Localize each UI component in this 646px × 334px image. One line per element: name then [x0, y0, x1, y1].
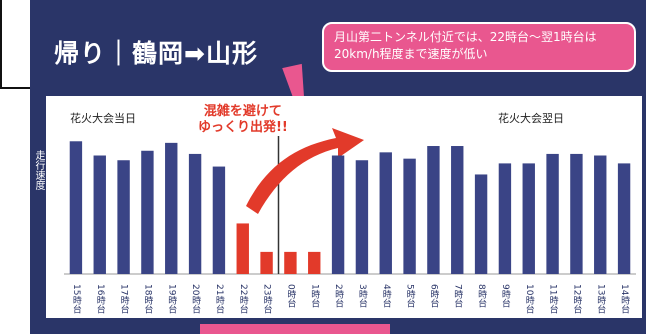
- callout-text: 月山第二トンネル付近では、22時台〜翌1時台は20km/h程度まで速度が低い: [334, 30, 597, 61]
- x-tick-label: 7時台: [452, 284, 463, 309]
- x-tick-label: 4時台: [381, 284, 392, 309]
- bar: [451, 146, 464, 274]
- red-annotation: 混雑を避けて ゆっくり出発!!: [198, 104, 288, 136]
- x-tick-label: 2時台: [333, 284, 344, 309]
- page-border-horizontal: [0, 87, 30, 89]
- x-tick-label: 22時台: [238, 284, 249, 314]
- bar: [69, 141, 83, 274]
- x-tick-label: 13時台: [595, 284, 606, 314]
- bar: [212, 166, 226, 274]
- red-annotation-line: 混雑を避けて: [203, 104, 282, 119]
- bar: [594, 155, 607, 274]
- bar: [498, 163, 512, 274]
- bar: [284, 251, 297, 274]
- x-tick-label: 9時台: [500, 284, 511, 309]
- bar: [236, 223, 249, 274]
- bar: [308, 251, 321, 274]
- bar: [379, 152, 392, 274]
- x-tick-label: 20時台: [190, 284, 201, 314]
- bar-chart: 15時台 16時台 17時台 18時台 19時台 20時台 21時台 22時台 23時台 0時台 1…: [64, 128, 636, 314]
- x-tick-label: 23時台: [262, 284, 273, 314]
- bar: [617, 163, 631, 274]
- x-tick-label: 18時台: [142, 284, 153, 314]
- bar: [427, 146, 440, 274]
- red-annotation-line: ゆっくり出発!!: [198, 120, 288, 135]
- bottom-red-strip: [200, 324, 390, 334]
- x-tick-label: 10時台: [524, 284, 535, 314]
- page-border-vertical: [0, 0, 2, 89]
- red-arrow: [246, 128, 364, 214]
- x-tick-label: 11時台: [548, 284, 559, 314]
- x-tick-label: 12時台: [571, 284, 582, 314]
- chart-title: 帰り｜鶴岡➡山形: [54, 39, 258, 68]
- x-tick-label: 3時台: [357, 284, 368, 309]
- x-tick-label: 15時台: [71, 284, 82, 314]
- x-tick-label: 1時台: [309, 284, 320, 309]
- x-tick-label: 0時台: [285, 284, 296, 309]
- bar: [403, 158, 416, 274]
- bar: [93, 155, 106, 274]
- chart-area: 15時台 16時台 17時台 18時台 19時台 20時台 21時台 22時台 23時台 0時台 1…: [46, 96, 642, 318]
- x-tick-label: 19時台: [166, 284, 177, 314]
- bar: [188, 153, 202, 274]
- bar: [355, 160, 369, 274]
- bar: [474, 174, 488, 274]
- bar: [331, 155, 345, 274]
- callout-box: 月山第二トンネル付近では、22時台〜翌1時台は20km/h程度まで速度が低い: [322, 22, 636, 72]
- y-axis-label: 走行速度: [33, 150, 44, 190]
- bar: [522, 163, 535, 274]
- bar: [165, 142, 178, 274]
- bar: [570, 153, 583, 274]
- x-tick-label: 14時台: [619, 284, 630, 314]
- x-tick-label: 21時台: [214, 284, 225, 314]
- label-day-of: 花火大会当日: [70, 112, 136, 125]
- label-next-day: 花火大会翌日: [498, 112, 564, 125]
- bar: [546, 153, 559, 274]
- x-tick-label: 5時台: [405, 284, 416, 309]
- bar: [117, 160, 130, 274]
- x-tick-label: 17時台: [119, 284, 130, 314]
- x-tick-label: 6時台: [428, 284, 439, 309]
- bar: [141, 150, 154, 274]
- bar: [260, 251, 273, 274]
- x-tick-label: 8時台: [476, 284, 487, 309]
- x-tick-label: 16時台: [95, 284, 106, 314]
